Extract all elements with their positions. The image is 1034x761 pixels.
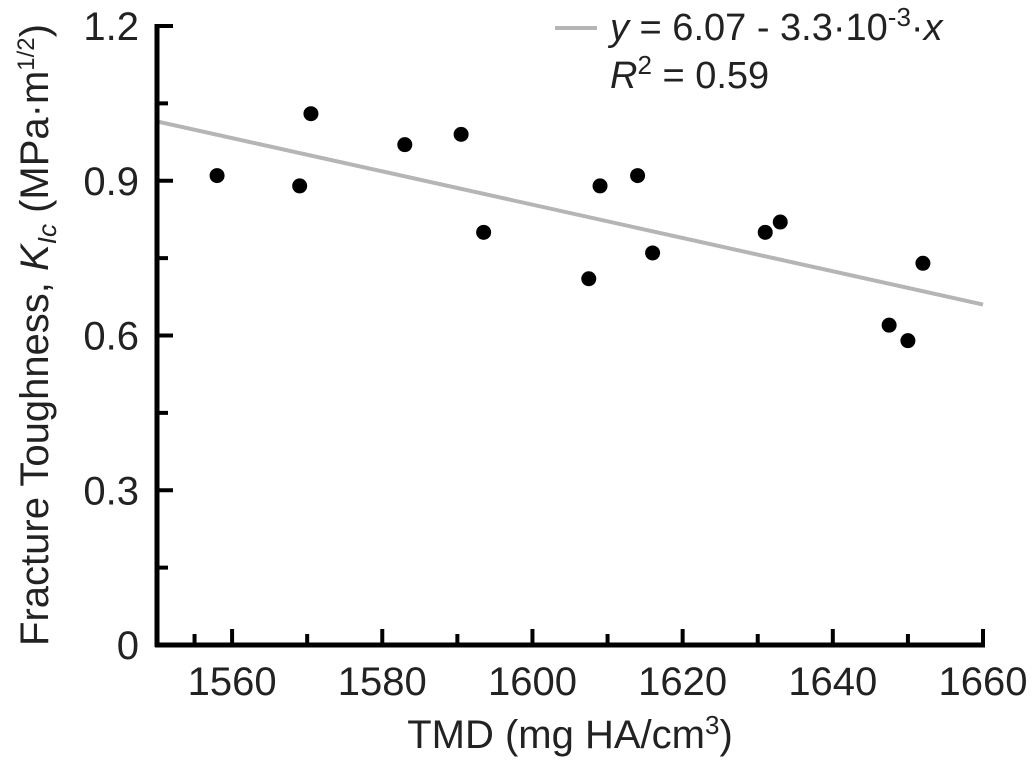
data-point <box>397 137 413 153</box>
data-point <box>915 255 931 271</box>
x-tick-label: 1660 <box>939 660 1028 704</box>
y-tick-label: 0.3 <box>83 469 139 513</box>
regression-line <box>156 119 984 307</box>
data-point <box>476 224 492 240</box>
y-tick-label: 1.2 <box>83 5 139 49</box>
x-tick-label: 1580 <box>338 660 427 704</box>
data-point <box>303 106 319 122</box>
x-tick-label: 1640 <box>788 660 877 704</box>
data-point <box>453 126 469 142</box>
data-point <box>592 178 608 194</box>
data-point <box>581 271 597 287</box>
y-tick-label: 0 <box>117 624 139 668</box>
y-tick-label: 0.9 <box>83 160 139 204</box>
y-tick-label: 0.6 <box>83 315 139 359</box>
x-tick-label: 1620 <box>638 660 727 704</box>
data-point <box>630 168 646 184</box>
legend-r-squared: R2 = 0.59 <box>610 50 769 97</box>
x-tick-label: 1600 <box>488 660 577 704</box>
legend-equation: y = 6.07 - 3.3·10-3·x <box>607 2 945 49</box>
x-axis-title: TMD (mg HA/cm3) <box>407 710 733 757</box>
x-tick-label: 1560 <box>188 660 277 704</box>
data-point <box>292 178 308 194</box>
data-point <box>881 317 897 333</box>
data-point <box>900 333 916 349</box>
data-point <box>645 245 661 261</box>
data-point <box>772 214 788 230</box>
data-point <box>209 168 225 184</box>
data-point <box>757 224 773 240</box>
y-axis-title: Fracture Toughness, KIc (MPa·m1/2) <box>13 24 62 646</box>
